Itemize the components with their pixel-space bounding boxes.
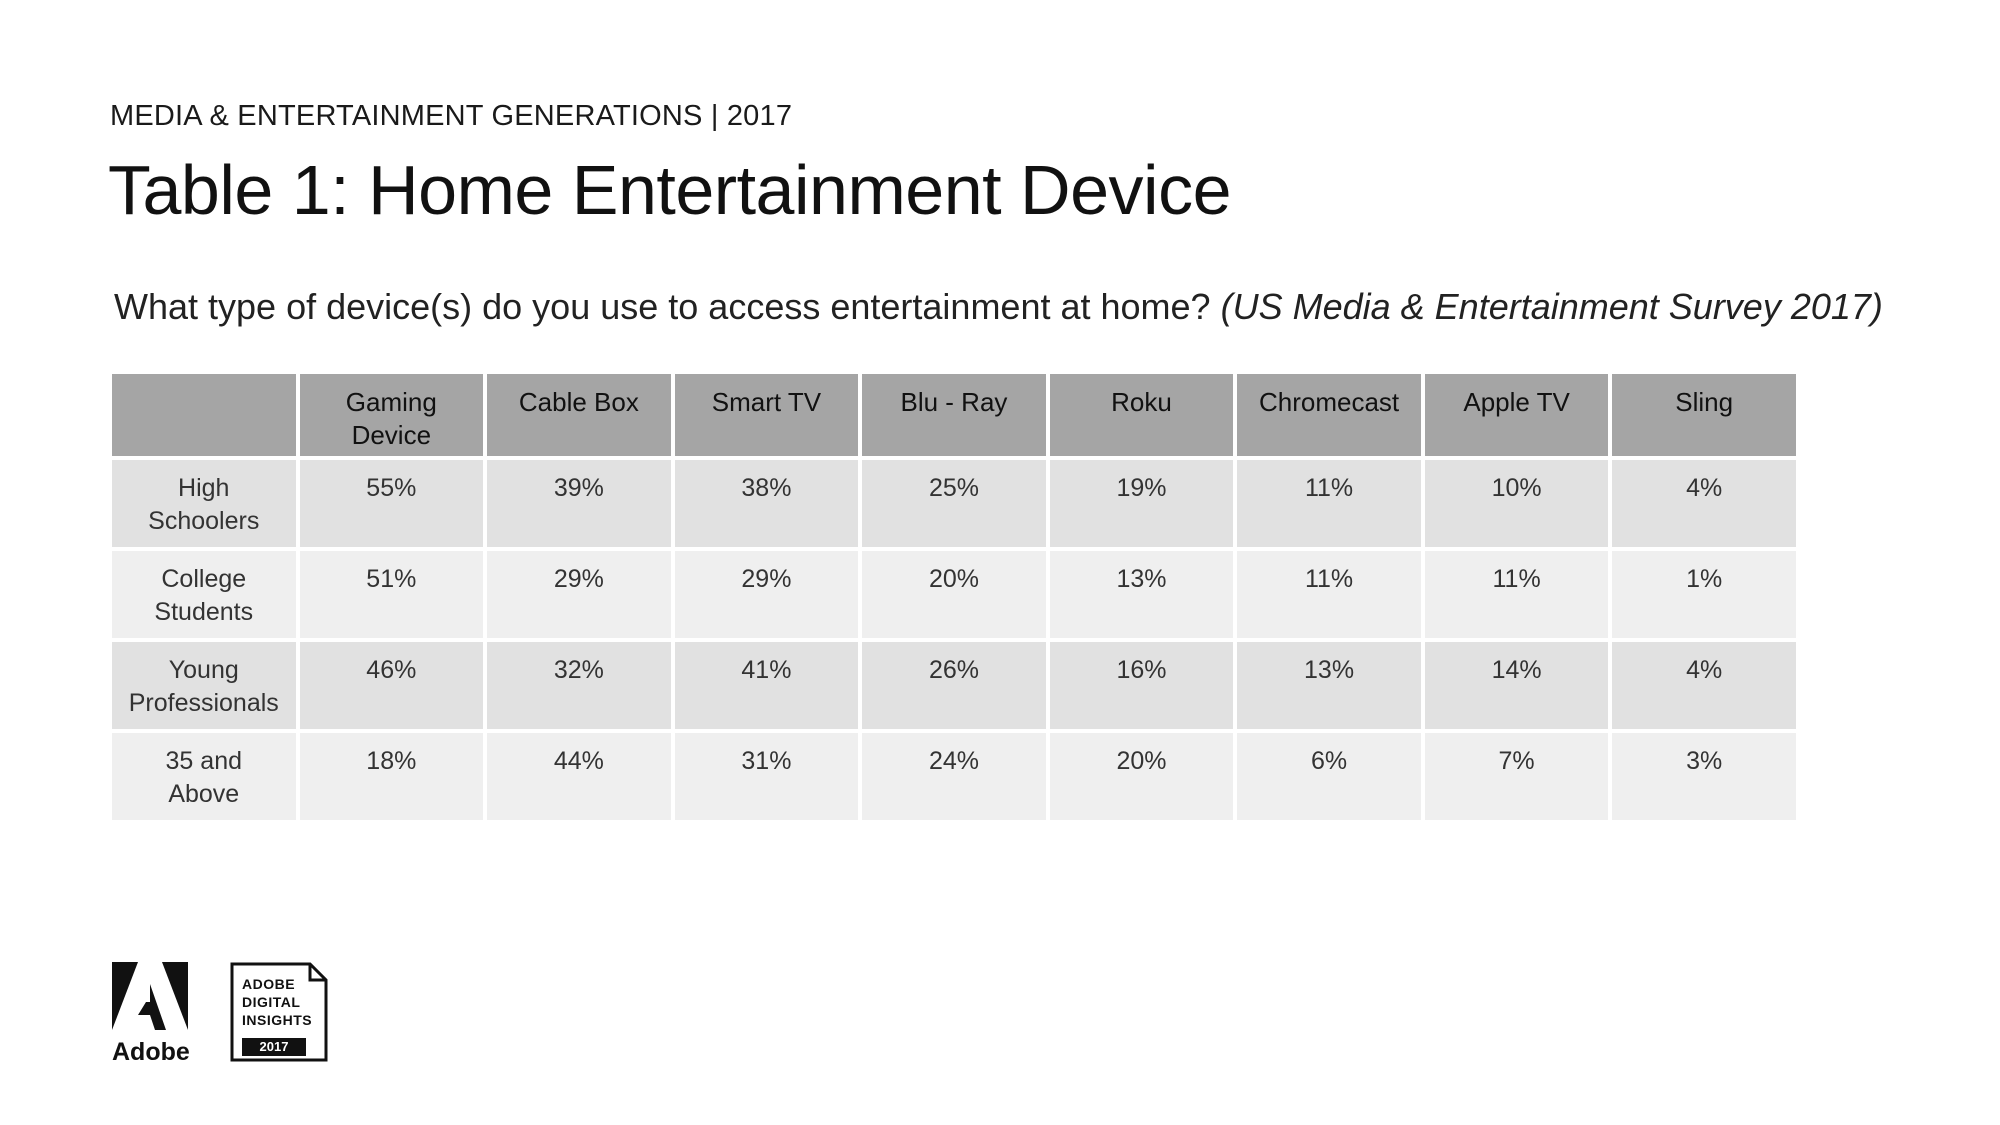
row-label: Young Professionals [112, 642, 296, 729]
table-row: Young Professionals 46% 32% 41% 26% 16% … [112, 642, 1796, 729]
question-source: (US Media & Entertainment Survey 2017) [1220, 286, 1883, 327]
column-header: Apple TV [1424, 374, 1609, 456]
row-label-text: 35 and Above [165, 747, 242, 808]
adobe-logo: Adobe [112, 962, 190, 1074]
table-cell: 39% [487, 460, 671, 547]
column-header: Blu - Ray [862, 374, 1046, 456]
digital-insights-badge: ADOBE DIGITAL INSIGHTS 2017 [228, 962, 328, 1062]
table-cell: 4% [1612, 642, 1796, 729]
badge-frame-icon [230, 962, 328, 1062]
table-cell: 4% [1612, 460, 1796, 547]
table-cell: 1% [1612, 551, 1796, 638]
row-label-text: College Students [154, 565, 254, 626]
column-header: Smart TV [674, 374, 859, 456]
table-cell: 29% [487, 551, 671, 638]
column-header: Chromecast [1237, 374, 1421, 456]
table-row: 35 and Above 18% 44% 31% 24% 20% 6% 7% 3… [112, 733, 1796, 820]
table-cell: 20% [862, 551, 1046, 638]
table-cell: 11% [1424, 551, 1609, 638]
badge-year: 2017 [242, 1038, 306, 1056]
table-cell: 10% [1424, 460, 1609, 547]
adobe-wordmark: Adobe [112, 1038, 190, 1066]
table-cell: 3% [1612, 733, 1796, 820]
column-header-label: Gaming Device [345, 387, 437, 450]
table-cell: 13% [1049, 551, 1234, 638]
table-cell: 19% [1049, 460, 1234, 547]
table-row: High Schoolers 55% 39% 38% 25% 19% 11% 1… [112, 460, 1796, 547]
table-cell: 11% [1237, 460, 1421, 547]
adobe-a-icon [112, 962, 188, 1030]
table-cell: 51% [299, 551, 484, 638]
table-cell: 16% [1049, 642, 1234, 729]
table-cell: 29% [674, 551, 859, 638]
column-header [112, 374, 296, 456]
report-eyebrow: MEDIA & ENTERTAINMENT GENERATIONS | 2017 [110, 100, 793, 132]
table-cell: 25% [862, 460, 1046, 547]
row-label: College Students [112, 551, 296, 638]
row-label-text: High Schoolers [148, 474, 260, 535]
table-cell: 26% [862, 642, 1046, 729]
table-cell: 32% [487, 642, 671, 729]
table-cell: 6% [1237, 733, 1421, 820]
table-cell: 13% [1237, 642, 1421, 729]
table-cell: 7% [1424, 733, 1609, 820]
table-cell: 41% [674, 642, 859, 729]
table-cell: 31% [674, 733, 859, 820]
row-label: High Schoolers [112, 460, 296, 547]
badge-line: ADOBE [242, 976, 296, 992]
row-label-text: Young Professionals [128, 656, 279, 717]
question-text: What type of device(s) do you use to acc… [114, 286, 1211, 327]
column-header: Roku [1049, 374, 1234, 456]
table-cell: 20% [1049, 733, 1234, 820]
column-header: Gaming Device [299, 374, 484, 456]
badge-line: DIGITAL [242, 994, 301, 1010]
page-title: Table 1: Home Entertainment Device [108, 151, 1232, 229]
column-header: Sling [1612, 374, 1796, 456]
table-cell: 44% [487, 733, 671, 820]
column-header: Cable Box [487, 374, 671, 456]
table-cell: 46% [299, 642, 484, 729]
badge-line: INSIGHTS [242, 1012, 313, 1028]
table-cell: 11% [1237, 551, 1421, 638]
table-cell: 24% [862, 733, 1046, 820]
table-cell: 38% [674, 460, 859, 547]
table-cell: 14% [1424, 642, 1609, 729]
table-row: College Students 51% 29% 29% 20% 13% 11%… [112, 551, 1796, 638]
row-label: 35 and Above [112, 733, 296, 820]
table-header-row: Gaming Device Cable Box Smart TV Blu - R… [112, 374, 1796, 456]
table-cell: 18% [299, 733, 484, 820]
table-cell: 55% [299, 460, 484, 547]
survey-question: What type of device(s) do you use to acc… [114, 286, 1883, 328]
device-usage-table: Gaming Device Cable Box Smart TV Blu - R… [108, 370, 1800, 824]
